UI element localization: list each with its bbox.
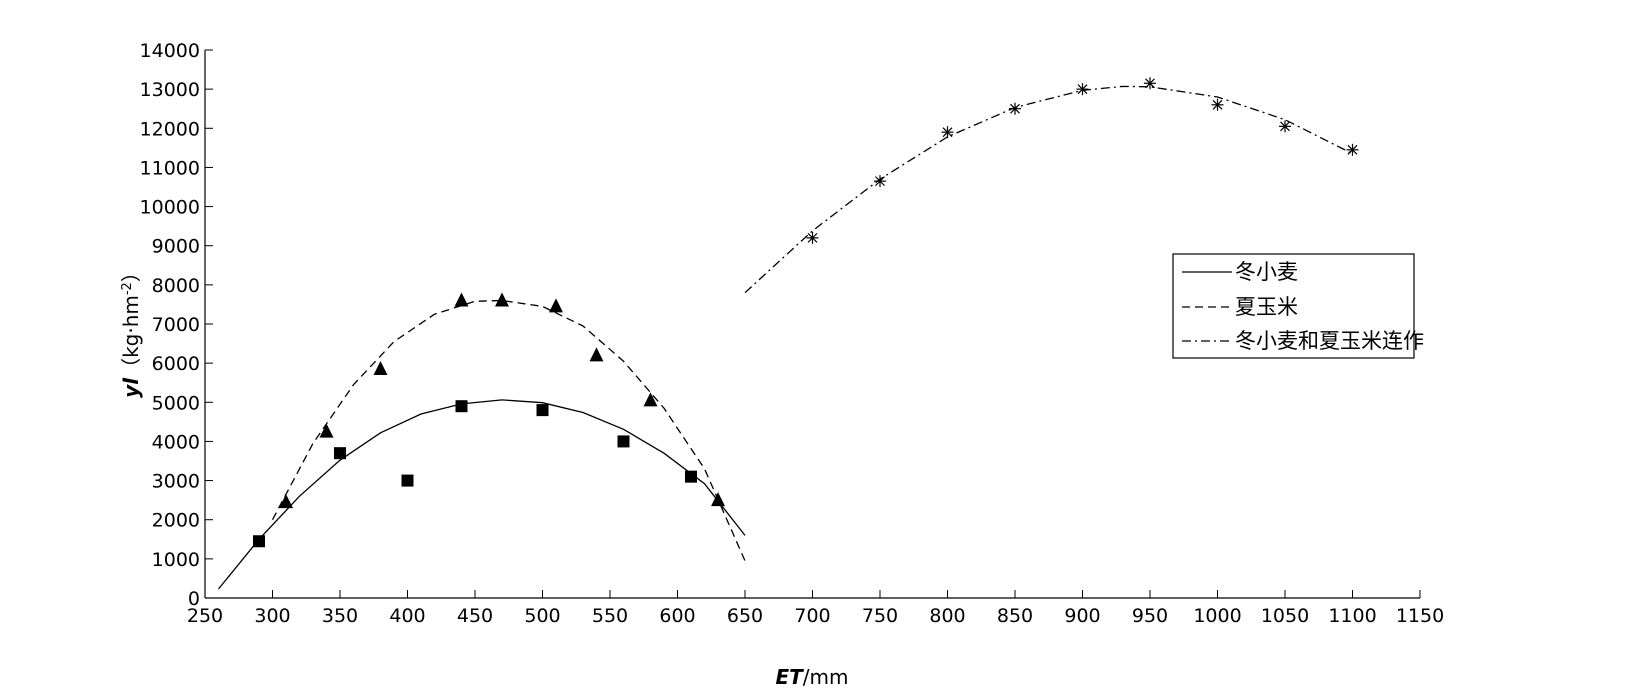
data-point-square [685,470,697,483]
data-point-asterisk [1346,143,1359,156]
data-point-asterisk [1009,102,1021,115]
y-axis-close: ） [119,262,143,282]
data-point-square [334,447,346,460]
x-tick-label: 400 [389,605,425,627]
data-point-triangle [549,298,563,313]
y-tick-label: 14000 [140,40,200,62]
legend-label-winter-wheat: 冬小麦 [1235,260,1298,284]
legend: 冬小麦 夏玉米 冬小麦和夏玉米连作 [1172,253,1424,359]
y-tick-label: 13000 [140,79,200,101]
x-tick-label: 750 [862,605,898,627]
data-point-asterisk [1279,120,1291,133]
asterisk-stroke [1145,78,1155,89]
x-tick-label: 900 [1064,605,1100,627]
x-tick-label: 1150 [1396,605,1444,627]
data-point-asterisk [806,231,819,244]
asterisk-stroke [1280,121,1290,132]
x-tick-label: 650 [727,605,763,627]
x-tick-label: 950 [1132,605,1168,627]
legend-label-summer-maize: 夏玉米 [1235,295,1298,319]
y-axis-title: yl（kg·hm-2） [119,262,143,398]
asterisk-stroke [1077,84,1088,95]
y-tick-label: 5000 [152,392,200,414]
data-point-asterisk [1211,98,1224,111]
fit-curve [271,299,746,562]
y-axis-symbol: yl [119,377,143,398]
y-tick-label: 1000 [152,549,200,571]
series-2 [744,77,1359,294]
y-tick-label: 3000 [152,471,200,493]
fit-curve [217,399,746,590]
data-point-triangle [454,292,469,307]
series-1 [271,292,746,562]
y-axis-exponent: -2 [120,282,135,295]
y-tick-label: 11000 [140,157,200,179]
data-point-asterisk [941,126,954,139]
x-tick-label: 550 [592,605,628,627]
series-layer [217,77,1359,590]
x-tick-label: 300 [254,605,290,627]
y-tick-label: 0 [188,588,200,610]
data-point-asterisk [1076,83,1089,96]
y-tick-label: 9000 [152,236,200,258]
data-point-triangle [279,494,293,509]
data-point-asterisk [874,175,886,188]
x-tick-label: 850 [997,605,1033,627]
asterisk-stroke [1347,144,1358,155]
axes: 0 1000 2000 3000 4000 5000 6000 7000 8000 9000 100… [140,40,1445,627]
x-axis-symbol: ET [775,665,804,689]
y-tick-label: 12000 [140,118,200,140]
data-point-triangle [495,292,509,307]
data-point-asterisk [1144,77,1156,90]
x-tick-label: 450 [457,605,493,627]
asterisk-stroke [1212,99,1223,110]
x-axis-title: ET/mm [775,665,848,689]
data-point-square [455,400,468,413]
data-point-square [401,474,414,487]
y-tick-label: 4000 [152,431,200,453]
asterisk-stroke [1010,103,1020,114]
data-point-triangle [711,492,725,507]
data-point-triangle [319,423,334,438]
data-point-square [617,435,630,448]
y-axis-unit: （kg·hm [119,295,143,378]
y-tick-label: 7000 [152,314,200,336]
data-point-square [253,535,265,548]
y-tick-label: 10000 [140,197,200,219]
asterisk-stroke [807,232,818,243]
x-tick-label: 250 [187,605,223,627]
x-tick-label: 700 [794,605,830,627]
y-tick-label: 8000 [152,275,200,297]
data-point-triangle [643,392,658,407]
data-point-triangle [373,361,388,376]
x-axis-unit: /mm [803,665,849,689]
asterisk-stroke [875,176,885,187]
series-0 [217,399,746,590]
y-tick-label: 2000 [152,510,200,532]
x-tick-label: 1100 [1328,605,1376,627]
x-tick-label: 500 [524,605,560,627]
y-tick-label: 6000 [152,353,200,375]
legend-label-rotation: 冬小麦和夏玉米连作 [1235,329,1424,353]
x-tick-label: 1000 [1193,605,1241,627]
x-tick-label: 800 [929,605,965,627]
data-point-square [536,404,549,417]
x-tick-label: 1050 [1261,605,1309,627]
asterisk-stroke [942,127,953,138]
x-tick-label: 600 [659,605,695,627]
x-tick-label: 350 [322,605,358,627]
legend-box [1172,253,1415,359]
data-point-triangle [589,347,604,362]
